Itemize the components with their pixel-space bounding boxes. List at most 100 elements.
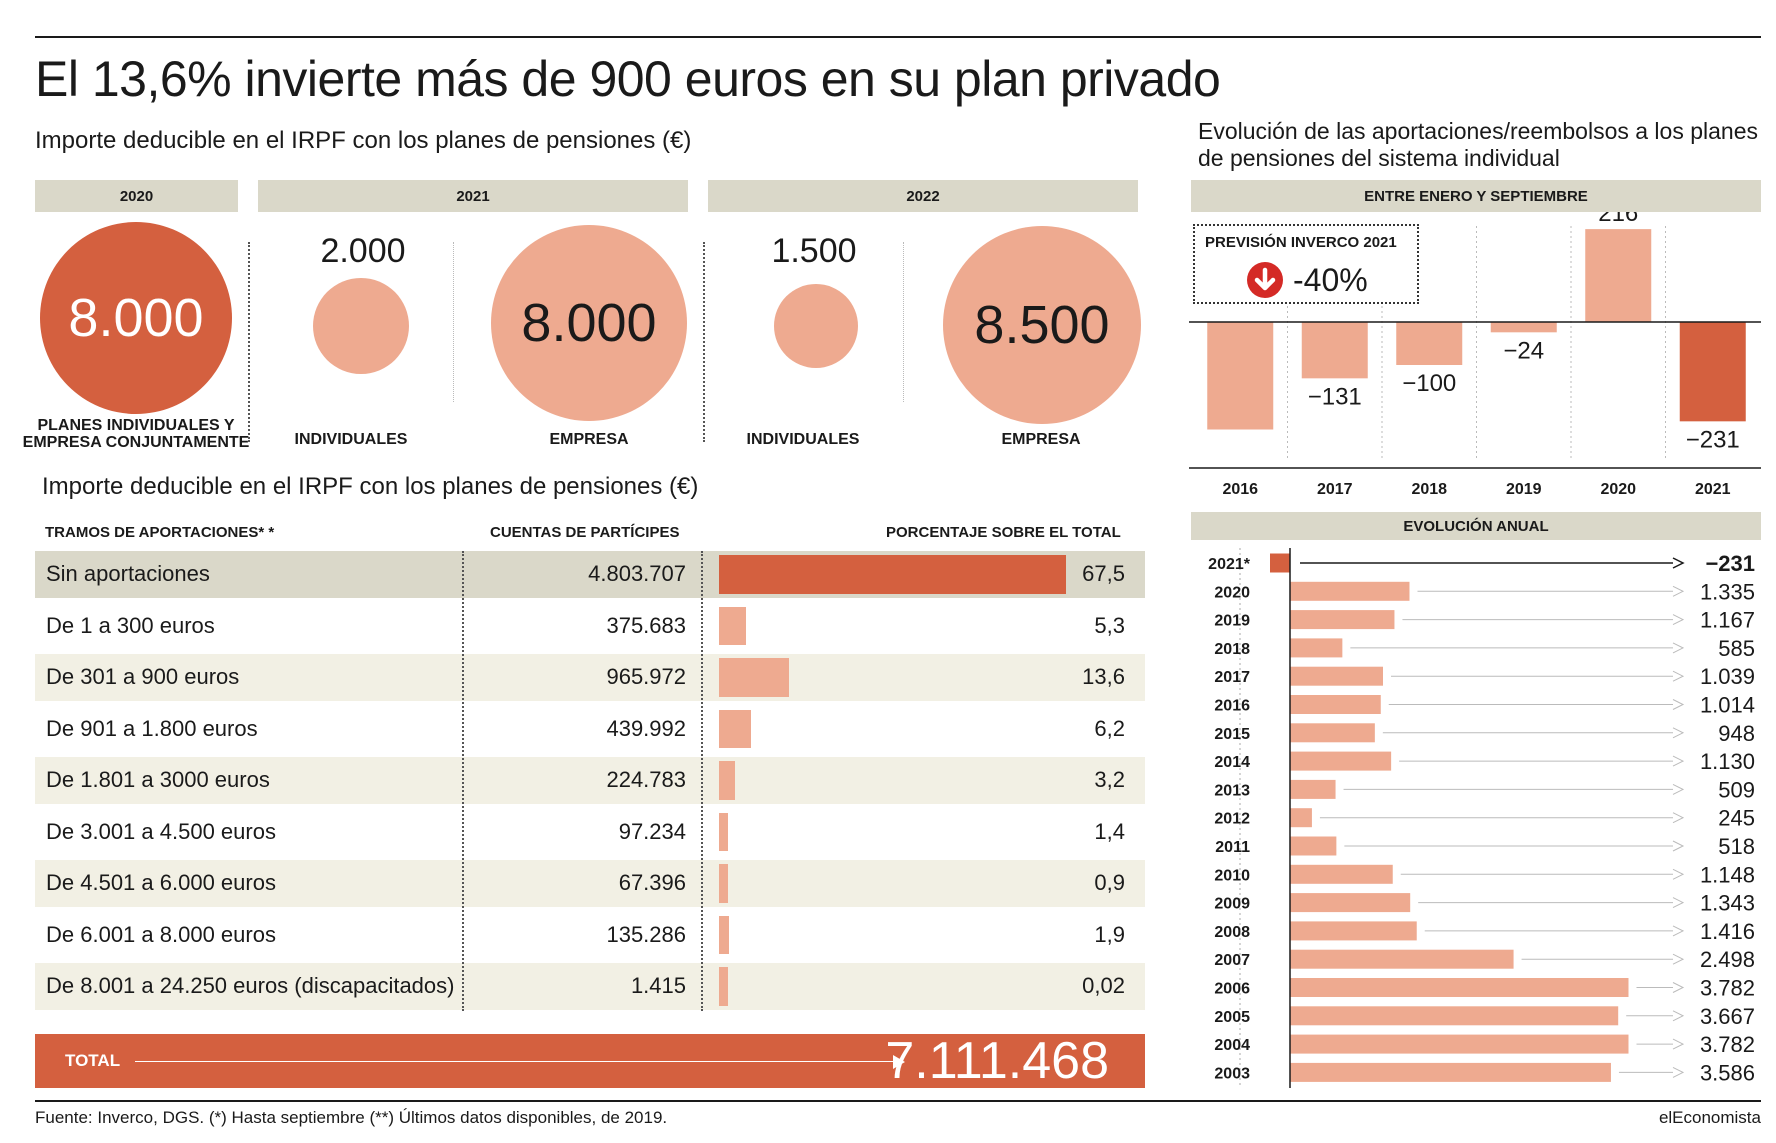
row-tramo: De 6.001 a 8.000 euros <box>46 921 276 947</box>
row-pct-bar <box>719 555 1066 594</box>
total-arrow-head <box>893 1055 905 1069</box>
col-bar <box>1585 229 1652 322</box>
annual-bar <box>1290 610 1395 630</box>
circle-2022-individual <box>774 284 858 368</box>
table-divider-1 <box>462 551 464 1011</box>
table-divider-2 <box>701 551 703 1011</box>
table-row: De 901 a 1.800 euros 439.992 6,2 <box>35 706 1145 753</box>
annual-value-label: 585 <box>1718 636 1755 661</box>
annual-bar <box>1290 751 1392 771</box>
down-arrow-icon <box>1247 262 1283 298</box>
annual-bar <box>1290 723 1375 743</box>
col-year-label: 2020 <box>1600 481 1636 498</box>
annual-year-label: 2017 <box>1214 669 1250 686</box>
annual-bar <box>1290 1062 1611 1082</box>
footer-source: Fuente: Inverco, DGS. (*) Hasta septiemb… <box>35 1108 668 1127</box>
total-arrow-line <box>135 1061 895 1062</box>
annual-arrow-head <box>1672 897 1685 909</box>
col-bar <box>1679 322 1746 422</box>
row-cuentas: 375.683 <box>606 612 686 638</box>
col-year-label: 2016 <box>1222 481 1258 498</box>
annual-value-label: 1.014 <box>1700 693 1755 718</box>
annual-arrow-head <box>1672 699 1685 710</box>
period-header: ENTRE ENERO Y SEPTIEMBRE <box>1191 180 1761 212</box>
col-header-tramos: TRAMOS DE APORTACIONES* * <box>45 524 275 541</box>
annual-bar <box>1290 836 1337 856</box>
top-rule <box>35 36 1761 38</box>
year-header-2020: 2020 <box>35 180 238 212</box>
annual-year-label: 2008 <box>1214 924 1250 941</box>
annual-arrow-head <box>1672 1010 1685 1022</box>
col-value-label: −24 <box>1503 337 1544 364</box>
row-cuentas: 1.415 <box>630 973 686 998</box>
row-pct-label: 13,6 <box>1082 664 1125 689</box>
circle-2021-emp-label: EMPRESA <box>549 431 629 448</box>
annual-value-label: 1.343 <box>1700 891 1755 916</box>
annual-bar <box>1270 553 1290 573</box>
circle-2022-ind-label: INDIVIDUALES <box>746 431 860 448</box>
annual-bar <box>1290 695 1381 714</box>
forecast-value: -40% <box>1293 262 1368 298</box>
col-year-label: 2021 <box>1695 481 1731 498</box>
circle-2022-emp-value: 8.500 <box>974 295 1110 355</box>
annual-arrow-head <box>1672 1066 1685 1078</box>
annual-value-label: 518 <box>1718 834 1755 859</box>
col-bar <box>1207 322 1274 430</box>
table-row: De 1.801 a 3000 euros 224.783 3,2 <box>35 757 1145 804</box>
col-chart: 2016 −131 2017 −100 2018 −24 2019 216 2020 −231 20… <box>1189 212 1761 498</box>
row-pct-bar <box>719 864 728 903</box>
total-value: 7.111.468 <box>885 1032 1109 1090</box>
col-bar <box>1396 322 1463 365</box>
row-pct-label: 1,4 <box>1094 818 1125 844</box>
col-value-label: 216 <box>1598 212 1638 227</box>
annual-arrow-head <box>1672 614 1685 626</box>
row-pct-label: 1,9 <box>1094 921 1125 947</box>
annual-chart: 2021* −231 2020 1.335 2019 1.167 2018 585 2017 1.… <box>1208 548 1755 1088</box>
annual-bar <box>1290 864 1393 884</box>
divider-light-2 <box>903 242 904 402</box>
annual-year-label: 2012 <box>1214 811 1250 828</box>
annual-bar <box>1290 638 1343 658</box>
annual-year-label: 2014 <box>1214 754 1250 771</box>
annual-year-label: 2007 <box>1214 952 1250 969</box>
annual-bar <box>1290 666 1383 686</box>
total-bar: TOTAL 7.111.468 <box>35 1032 1145 1090</box>
circle-2020-label: PLANES INDIVIDUALES Y EMPRESA CONJUNTAME… <box>23 417 250 451</box>
row-cuentas: 965.972 <box>606 664 686 689</box>
row-pct-label: 6,2 <box>1094 715 1125 741</box>
row-pct-label: 3,2 <box>1094 767 1125 792</box>
circle-2021-emp-value: 8.000 <box>521 293 657 353</box>
table-row: De 6.001 a 8.000 euros 135.286 1,9 <box>35 912 1145 959</box>
row-tramo: De 3.001 a 4.500 euros <box>46 818 276 844</box>
circle-2020-label-line1: PLANES INDIVIDUALES Y <box>37 417 235 434</box>
row-pct-bar <box>719 761 736 800</box>
table-row: De 8.001 a 24.250 euros (discapacitados)… <box>35 963 1145 1010</box>
forecast-label: PREVISIÓN INVERCO 2021 <box>1205 234 1397 251</box>
total-label: TOTAL <box>65 1051 121 1070</box>
col-value-label: −131 <box>1308 383 1362 410</box>
annual-bar <box>1290 978 1629 997</box>
annual-bar <box>1290 581 1410 601</box>
right-title-line1: Evolución de las aportaciones/reembolsos… <box>1198 118 1758 144</box>
divider-light-1 <box>453 242 454 402</box>
circle-2020-value: 8.000 <box>68 288 204 348</box>
row-tramo: De 8.001 a 24.250 euros (discapacitados) <box>46 973 455 998</box>
annual-year-label: 2004 <box>1214 1037 1250 1054</box>
circle-2021-empresa: 8.000 <box>491 225 687 421</box>
col-bar <box>1301 322 1368 379</box>
circle-2021-individual <box>313 278 409 374</box>
row-pct-bar <box>719 658 789 697</box>
row-pct-bar <box>719 812 728 851</box>
annual-value-label: 1.167 <box>1700 608 1755 633</box>
annual-value-label: 3.586 <box>1700 1060 1755 1085</box>
divider-2 <box>703 242 705 442</box>
annual-arrow-head <box>1672 557 1685 569</box>
annual-arrow-head <box>1672 670 1685 682</box>
divider-1 <box>248 242 250 442</box>
col-value-label: −100 <box>1402 370 1456 397</box>
annual-arrow-head <box>1672 1038 1685 1050</box>
row-cuentas: 224.783 <box>606 767 686 792</box>
row-cuentas: 439.992 <box>606 715 686 741</box>
annual-year-label: 2006 <box>1214 981 1250 998</box>
annual-bar <box>1290 949 1514 969</box>
